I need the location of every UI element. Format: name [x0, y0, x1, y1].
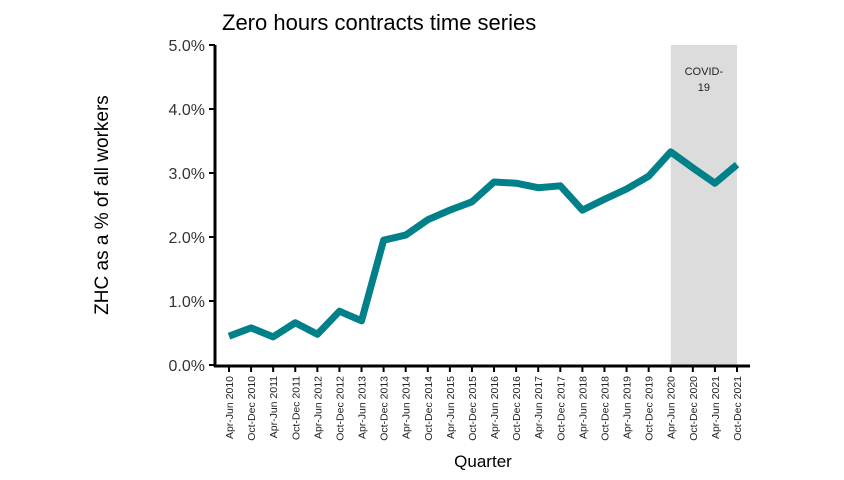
x-tick-label: Apr-Jun 2021 [710, 376, 722, 439]
x-tick-label: Oct-Dec 2015 [467, 376, 479, 441]
x-tick-label: Apr-Jun 2017 [533, 376, 545, 439]
x-tick-label: Oct-Dec 2020 [688, 376, 700, 441]
y-tick-label: 4.0% [169, 102, 205, 119]
x-tick-label: Oct-Dec 2014 [423, 376, 435, 441]
x-tick-label: Oct-Dec 2013 [379, 376, 391, 441]
x-tick-label: Apr-Jun 2010 [224, 376, 236, 439]
x-tick-label: Apr-Jun 2020 [666, 376, 678, 439]
x-tick-label: Oct-Dec 2012 [334, 376, 346, 441]
covid-annotation-line2: 19 [698, 82, 710, 94]
x-tick-label: Oct-Dec 2018 [599, 376, 611, 441]
y-tick-label: 3.0% [169, 166, 205, 183]
x-axis-label: Quarter [454, 452, 512, 471]
x-tick-label: Oct-Dec 2017 [555, 376, 567, 441]
x-tick-label: Oct-Dec 2016 [511, 376, 523, 441]
x-tick-label: Apr-Jun 2016 [489, 376, 501, 439]
y-tick-label: 1.0% [169, 294, 205, 311]
x-tick-label: Oct-Dec 2011 [290, 376, 302, 440]
y-tick-label: 2.0% [169, 230, 205, 247]
y-axis-label: ZHC as a % of all workers [92, 95, 113, 315]
x-tick-label: Apr-Jun 2019 [622, 376, 634, 439]
zhc-series-line [229, 152, 737, 337]
y-tick-label: 0.0% [169, 358, 205, 375]
x-tick-label: Oct-Dec 2021 [732, 376, 744, 441]
x-tick-label: Apr-Jun 2015 [445, 376, 457, 439]
chart-title: Zero hours contracts time series [222, 10, 536, 35]
x-tick-label: Apr-Jun 2014 [401, 376, 413, 439]
x-tick-label: Apr-Jun 2013 [357, 376, 369, 439]
x-tick-label: Oct-Dec 2019 [644, 376, 656, 441]
x-tick-label: Apr-Jun 2012 [312, 376, 324, 439]
covid-annotation-line1: COVID- [685, 66, 724, 78]
x-tick-label: Oct-Dec 2010 [246, 376, 258, 441]
x-tick-label: Apr-Jun 2011 [268, 376, 280, 438]
x-tick-label: Apr-Jun 2018 [577, 376, 589, 439]
y-tick-label: 5.0% [169, 38, 205, 55]
